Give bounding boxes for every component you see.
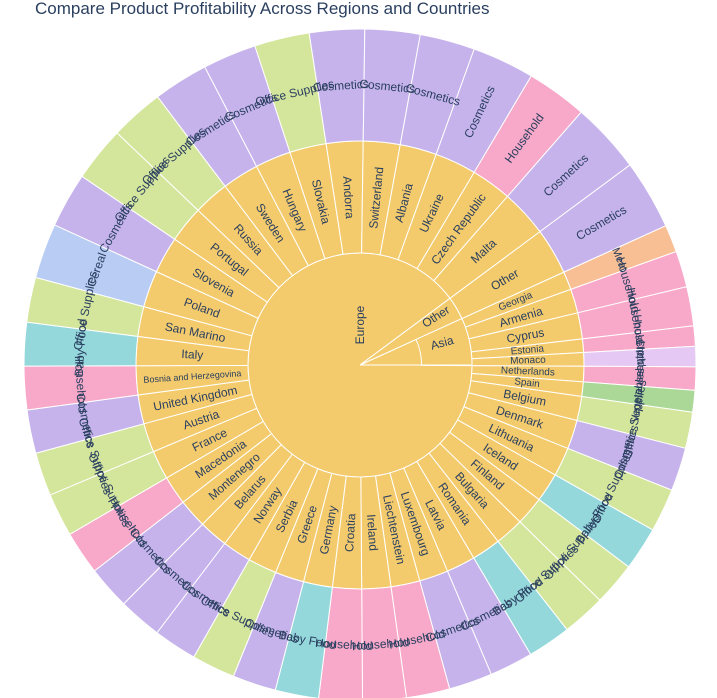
product-label-ireland-household: Household bbox=[351, 635, 409, 653]
product-label-netherlands-household: Household bbox=[633, 350, 647, 403]
product-label-italy-baby-food: Baby Food bbox=[72, 318, 90, 377]
product-label-spain-vegetables: Vegetables bbox=[629, 367, 647, 423]
chart-title: Compare Product Profitability Across Reg… bbox=[35, 0, 490, 18]
country-label-estonia: Estonia bbox=[510, 344, 545, 358]
product-label-switzerland-cosmetics: Cosmetics bbox=[359, 77, 416, 96]
region-label-europe: Europe bbox=[353, 305, 367, 344]
country-label-spain: Spain bbox=[514, 376, 541, 390]
country-label-netherlands: Netherlands bbox=[501, 365, 555, 378]
region-label-asia: Asia bbox=[429, 333, 455, 353]
country-label-croatia: Croatia bbox=[342, 513, 358, 553]
country-label-monaco: Monaco bbox=[510, 355, 546, 367]
product-label-monaco-clothes: Clothes bbox=[633, 339, 646, 377]
country-label-ireland: Ireland bbox=[364, 514, 381, 552]
country-label-andorra: Andorra bbox=[340, 176, 357, 220]
country-label-switzerland: Switzerland bbox=[366, 166, 386, 229]
product-wedge-other-cosmetics[interactable] bbox=[539, 164, 667, 273]
product-label-estonia-household: Household bbox=[631, 314, 647, 367]
country-label-italy: Italy bbox=[181, 347, 204, 362]
product-label-croatia-household: Household bbox=[315, 636, 373, 653]
product-label-bosnia-and-herzegovina-household: Household bbox=[72, 355, 90, 413]
product-label-andorra-cosmetics: Cosmetics bbox=[312, 77, 369, 95]
country-label-cyprus: Cyprus bbox=[505, 325, 545, 345]
